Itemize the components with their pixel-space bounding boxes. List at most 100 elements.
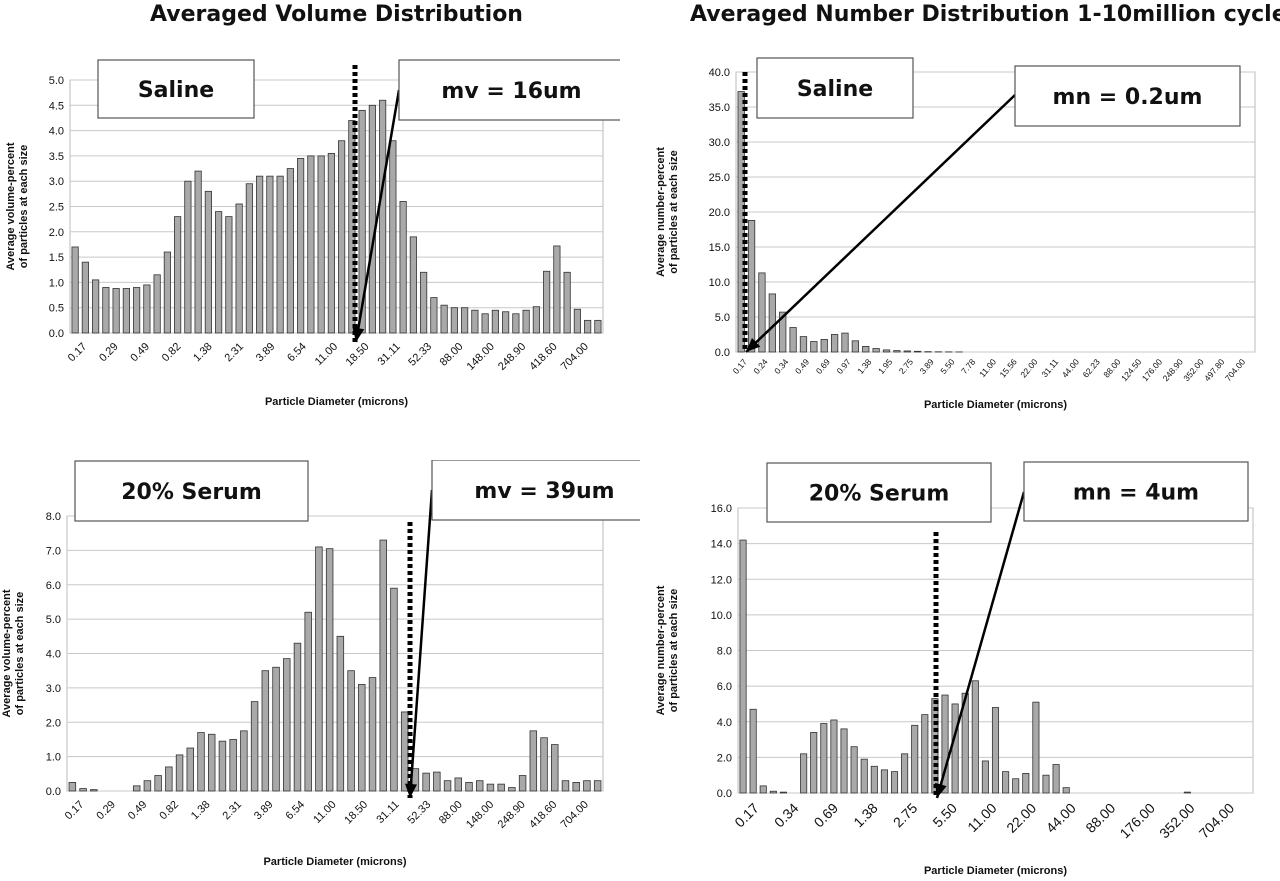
bar bbox=[1012, 778, 1020, 794]
x-axis-title: Particle Diameter (microns) bbox=[263, 856, 406, 868]
x-tick-label: 2.75 bbox=[897, 357, 915, 376]
bar bbox=[991, 707, 1000, 794]
bar bbox=[1022, 773, 1030, 794]
x-tick-label: 0.69 bbox=[814, 357, 832, 376]
x-tick-label: 0.82 bbox=[157, 799, 181, 823]
annotation-arrow bbox=[745, 94, 1016, 353]
bar bbox=[572, 782, 580, 792]
bar bbox=[739, 539, 747, 794]
condition-box bbox=[74, 460, 309, 522]
bar bbox=[471, 309, 479, 334]
bar bbox=[409, 236, 417, 334]
bar bbox=[1183, 791, 1191, 794]
bar bbox=[368, 677, 377, 792]
annotation-label: mn = 4um bbox=[1073, 481, 1199, 506]
bar bbox=[903, 350, 911, 353]
x-tick-label: 704.00 bbox=[1223, 357, 1248, 384]
y-tick-label: 8.0 bbox=[717, 646, 732, 658]
annotation-arrow bbox=[935, 491, 1026, 799]
x-tick-label: 11.00 bbox=[977, 357, 998, 379]
x-tick-label: 1.95 bbox=[876, 357, 894, 376]
bar bbox=[358, 109, 366, 334]
bar bbox=[486, 783, 495, 792]
bar bbox=[800, 753, 808, 794]
bar bbox=[143, 284, 151, 334]
x-tick-label: 352.00 bbox=[1181, 357, 1206, 384]
bar bbox=[122, 288, 130, 334]
y-tick-label: 15.0 bbox=[709, 242, 730, 254]
y-tick-label: 0.0 bbox=[46, 786, 61, 798]
bar bbox=[420, 271, 428, 334]
condition-box bbox=[97, 59, 255, 119]
x-tick-label: 6.54 bbox=[284, 799, 308, 823]
annotation-label: mv = 16um bbox=[441, 79, 581, 104]
chart-number-saline: 0.05.010.015.020.025.030.035.040.00.17 0.… bbox=[655, 57, 1256, 411]
y-tick-label: 4.5 bbox=[49, 100, 64, 112]
x-tick-label: 44.00 bbox=[1043, 800, 1079, 836]
x-tick-label: 0.69 bbox=[811, 800, 842, 831]
bar bbox=[229, 739, 237, 792]
y-tick-label: 12.0 bbox=[711, 574, 732, 586]
bar bbox=[810, 732, 818, 794]
bar bbox=[186, 747, 195, 792]
x-tick-label: 31.11 bbox=[1039, 357, 1060, 379]
condition-label: Saline bbox=[797, 77, 873, 102]
y-tick-label: 40.0 bbox=[709, 67, 730, 79]
x-tick-label: 704.00 bbox=[1196, 800, 1238, 842]
x-tick-label: 2.31 bbox=[222, 341, 246, 365]
bar bbox=[283, 658, 291, 792]
bar bbox=[522, 309, 530, 334]
bar bbox=[789, 327, 797, 353]
bar bbox=[112, 288, 120, 334]
x-tick-label: 418.60 bbox=[527, 799, 559, 831]
annotation-arrow bbox=[354, 89, 401, 343]
bar bbox=[860, 758, 868, 794]
x-tick-label: 0.17 bbox=[66, 341, 90, 365]
bar bbox=[390, 587, 398, 792]
bar bbox=[799, 336, 808, 353]
bar bbox=[399, 201, 407, 334]
x-tick-label: 418.60 bbox=[527, 341, 559, 373]
y-tick-label: 0.0 bbox=[717, 788, 732, 800]
arrow-head bbox=[352, 327, 365, 342]
bar bbox=[543, 270, 551, 334]
bar bbox=[540, 737, 548, 792]
x-tick-label: 7.78 bbox=[959, 357, 977, 376]
bar bbox=[336, 635, 345, 792]
x-tick-label: 176.00 bbox=[1116, 800, 1158, 842]
right-title: Averaged Number Distribution 1-10million… bbox=[690, 2, 1280, 27]
bar bbox=[379, 539, 387, 792]
x-tick-label: 31.11 bbox=[376, 341, 403, 368]
x-axis-title: Particle Diameter (microns) bbox=[265, 396, 408, 408]
condition-box bbox=[766, 462, 992, 523]
bar bbox=[400, 711, 409, 792]
bar bbox=[594, 319, 602, 334]
y-tick-label: 1.0 bbox=[49, 277, 64, 289]
bar bbox=[215, 211, 223, 334]
condition-label: 20% Serum bbox=[809, 482, 950, 507]
x-tick-label: 0.82 bbox=[160, 341, 184, 365]
annotation-box bbox=[1014, 65, 1241, 127]
x-axis-title: Particle Diameter (microns) bbox=[924, 399, 1067, 411]
bar bbox=[276, 175, 284, 334]
bar bbox=[841, 332, 849, 353]
x-tick-label: 2.31 bbox=[220, 799, 244, 823]
bar bbox=[830, 719, 838, 794]
bar bbox=[307, 155, 315, 334]
bar bbox=[204, 190, 212, 334]
x-tick-label: 18.50 bbox=[342, 799, 370, 827]
bar bbox=[184, 180, 192, 334]
annotation-box bbox=[398, 59, 620, 121]
bar bbox=[941, 694, 949, 794]
bar bbox=[266, 175, 274, 334]
bar bbox=[749, 708, 757, 794]
y-tick-label: 2.0 bbox=[717, 752, 732, 764]
x-tick-label: 3.89 bbox=[917, 357, 935, 376]
y-tick-label: 14.0 bbox=[711, 539, 732, 551]
bar bbox=[235, 203, 243, 334]
bar bbox=[880, 769, 888, 794]
x-tick-label: 5.50 bbox=[929, 800, 960, 831]
bar bbox=[593, 780, 602, 792]
bar bbox=[153, 274, 161, 334]
y-tick-label: 6.0 bbox=[46, 580, 61, 592]
